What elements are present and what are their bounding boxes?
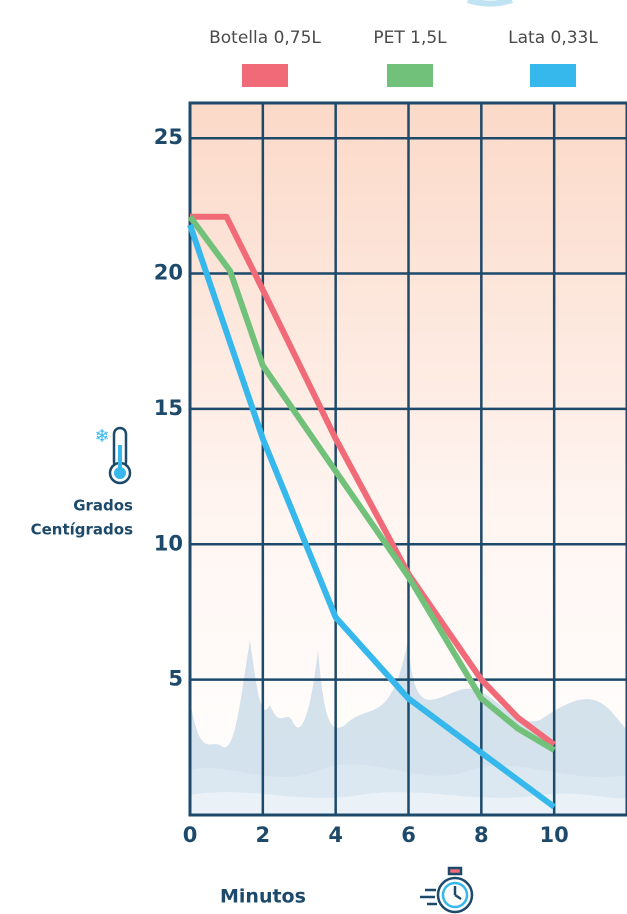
svg-text:❄: ❄: [94, 426, 109, 447]
legend-label: Lata 0,33L: [508, 28, 598, 48]
y-axis-label: Grados: [73, 497, 133, 515]
x-tick-label: 6: [401, 823, 416, 847]
stopwatch-icon: [420, 866, 474, 914]
x-tick-label: 4: [328, 823, 343, 847]
y-tick-label: 15: [154, 396, 183, 420]
x-tick-label: 0: [183, 823, 198, 847]
y-tick-label: 25: [154, 125, 183, 149]
x-axis-label: Minutos: [220, 886, 306, 908]
data-line: [187, 214, 556, 753]
decor-arc: [467, 0, 513, 7]
y-tick-label: 20: [154, 261, 183, 285]
legend-swatch: [387, 64, 433, 87]
legend-label: Botella 0,75L: [209, 28, 321, 48]
data-line: [190, 213, 556, 748]
legend-swatch: [530, 64, 576, 87]
legend-label: PET 1,5L: [373, 28, 447, 48]
x-tick-label: 2: [256, 823, 271, 847]
y-tick-label: 10: [154, 531, 183, 555]
x-tick-label: 8: [474, 823, 489, 847]
thermometer-icon: ❄: [94, 426, 132, 485]
y-tick-label: 5: [168, 667, 183, 691]
plot-frame: [188, 101, 627, 817]
y-axis-label: Centígrados: [31, 521, 133, 539]
data-line: [187, 223, 556, 810]
x-tick-label: 10: [540, 823, 569, 847]
legend-swatch: [242, 64, 288, 87]
